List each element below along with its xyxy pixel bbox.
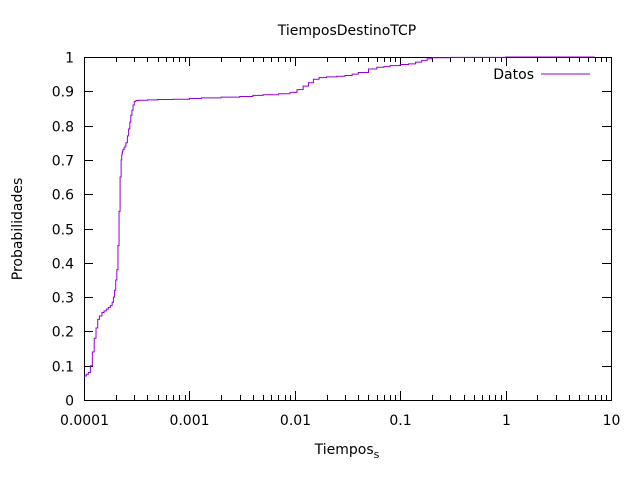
y-tick-label: 0.3 — [52, 291, 74, 307]
chart-title: TiemposDestinoTCP — [277, 23, 416, 39]
y-tick-label: 0.1 — [52, 360, 74, 376]
x-axis-label-main: Tiempos — [314, 442, 374, 458]
y-tick-label: 0.9 — [52, 85, 74, 101]
x-axis-label: Tiemposs — [314, 442, 380, 461]
axis-tick-labels: 0 0.1 0.2 0.3 0.4 0.5 0.6 0.7 0.8 0.9 1 0.0001 0.001… — [52, 51, 621, 430]
y-tick-label: 0.6 — [52, 188, 74, 204]
x-tick-label: 0.01 — [280, 413, 311, 429]
plot-frame — [84, 57, 612, 401]
x-axis-label-subscript: s — [374, 448, 380, 461]
x-tick-label: 10 — [603, 413, 621, 429]
series-line-datos — [84, 56, 595, 377]
y-tick-label: 0.2 — [52, 325, 74, 341]
x-tick-label: 0.001 — [169, 413, 209, 429]
y-tick-label: 0.4 — [52, 257, 74, 273]
y-tick-label: 1 — [65, 51, 74, 67]
y-tick-label: 0 — [65, 394, 74, 410]
legend-label: Datos — [493, 67, 534, 83]
y-axis-label: Probabilidades — [10, 178, 26, 281]
axis-ticks — [84, 57, 612, 401]
x-tick-label: 0.1 — [389, 413, 411, 429]
x-tick-label: 0.0001 — [60, 413, 109, 429]
y-tick-label: 0.5 — [52, 223, 74, 239]
y-tick-label: 0.7 — [52, 154, 74, 170]
y-tick-label: 0.8 — [52, 120, 74, 136]
x-tick-label: 1 — [502, 413, 511, 429]
